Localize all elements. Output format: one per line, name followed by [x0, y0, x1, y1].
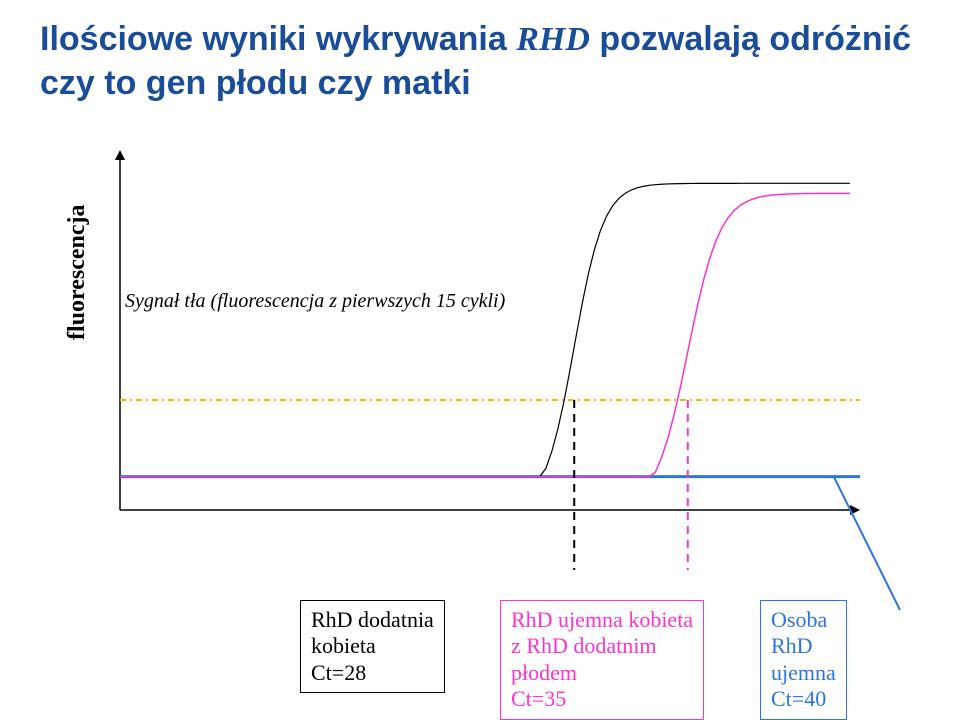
amplification-chart: Sygnał tła (fluorescencja z pierwszych 1… — [100, 150, 860, 530]
rhd-neg-pointer — [834, 477, 900, 610]
page-title: Ilościowe wyniki wykrywania RHD pozwalaj… — [0, 0, 960, 104]
legend-rhd-neg-line-2: ujemna — [771, 660, 836, 686]
legend-rhd-pos: RhD dodatnia kobietaCt=28 — [300, 600, 445, 693]
legend-rhd-neg-fetus: RhD ujemna kobieta z RhD dodatnim płodem… — [500, 600, 704, 720]
y-axis-arrow — [115, 150, 125, 160]
legend-rhd-neg-line-0: Osoba — [771, 607, 836, 633]
y-axis-label: fluorescencja — [64, 204, 91, 340]
legend-rhd-pos-line-1: kobieta — [311, 633, 434, 659]
legend-rhd-neg-line-3: Ct=40 — [771, 686, 836, 712]
title-part-1: Ilościowe wyniki wykrywania — [40, 20, 516, 58]
legend-rhd-neg-fetus-line-1: z RhD dodatnim — [511, 633, 693, 659]
title-rhd: RHD — [516, 21, 590, 58]
legend-rhd-neg-line-1: RhD — [771, 633, 836, 659]
legend-rhd-neg-fetus-line-0: RhD ujemna kobieta — [511, 607, 693, 633]
rhd-pos-curve — [120, 183, 850, 476]
legend-rhd-neg-fetus-line-3: Ct=35 — [511, 686, 693, 712]
legend-rhd-neg: OsobaRhDujemnaCt=40 — [760, 600, 847, 720]
rhd-neg-fetus-curve — [120, 193, 850, 476]
legend-rhd-pos-line-0: RhD dodatnia — [311, 607, 434, 633]
chart-svg — [100, 150, 860, 530]
legend-rhd-neg-fetus-line-2: płodem — [511, 660, 693, 686]
legend-rhd-pos-line-2: Ct=28 — [311, 660, 434, 686]
